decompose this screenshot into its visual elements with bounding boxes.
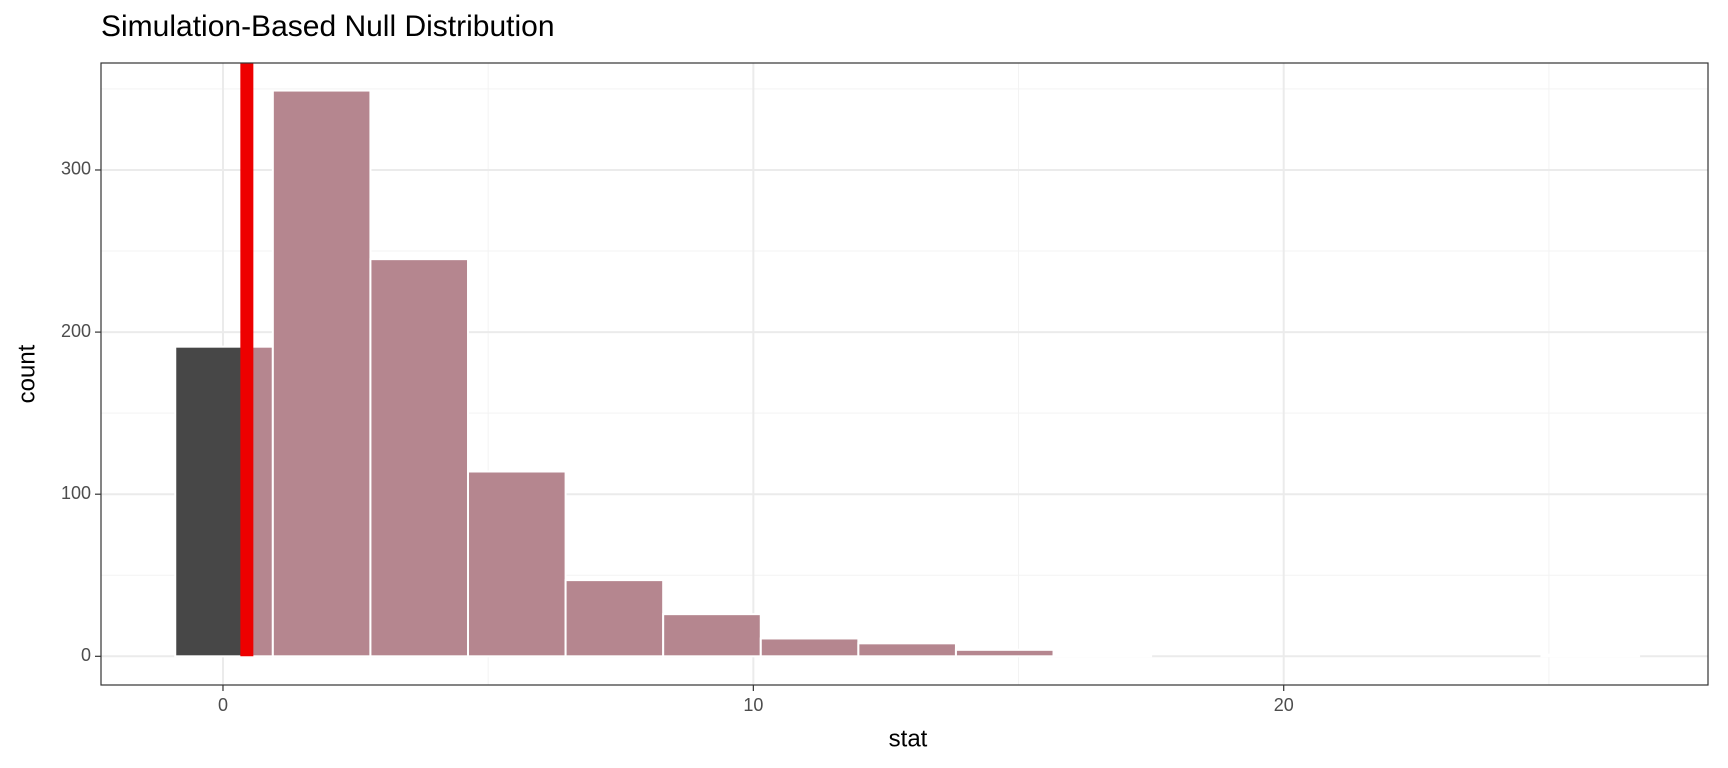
histogram-bar <box>370 259 469 657</box>
bar-outline <box>954 648 1055 658</box>
histogram-bar <box>565 580 664 657</box>
y-tick-label: 100 <box>61 483 91 503</box>
bar-outline <box>467 470 567 658</box>
histogram-bar <box>955 649 1054 657</box>
histogram-bar <box>272 90 371 657</box>
bar-outline <box>662 613 762 658</box>
x-tick-label: 0 <box>218 695 228 715</box>
chart-title: Simulation-Based Null Distribution <box>101 10 555 43</box>
panel-border <box>100 62 1709 686</box>
histogram-bar <box>468 471 566 657</box>
y-tick-label: 200 <box>61 321 91 341</box>
histogram-bar <box>175 346 247 657</box>
x-tick-label: 20 <box>1274 695 1294 715</box>
y-tick-label: 0 <box>81 645 91 665</box>
y-axis-label: count <box>13 344 40 403</box>
y-tick-label: 300 <box>61 159 91 179</box>
histogram-bar <box>858 643 956 657</box>
bar-outline <box>369 258 470 658</box>
bar-outline <box>1052 653 1153 658</box>
x-tick-label: 10 <box>743 695 763 715</box>
bar-outline <box>1540 653 1641 658</box>
x-axis-label: stat <box>889 725 928 752</box>
histogram-bar <box>663 614 761 657</box>
histogram-bar <box>760 638 859 657</box>
